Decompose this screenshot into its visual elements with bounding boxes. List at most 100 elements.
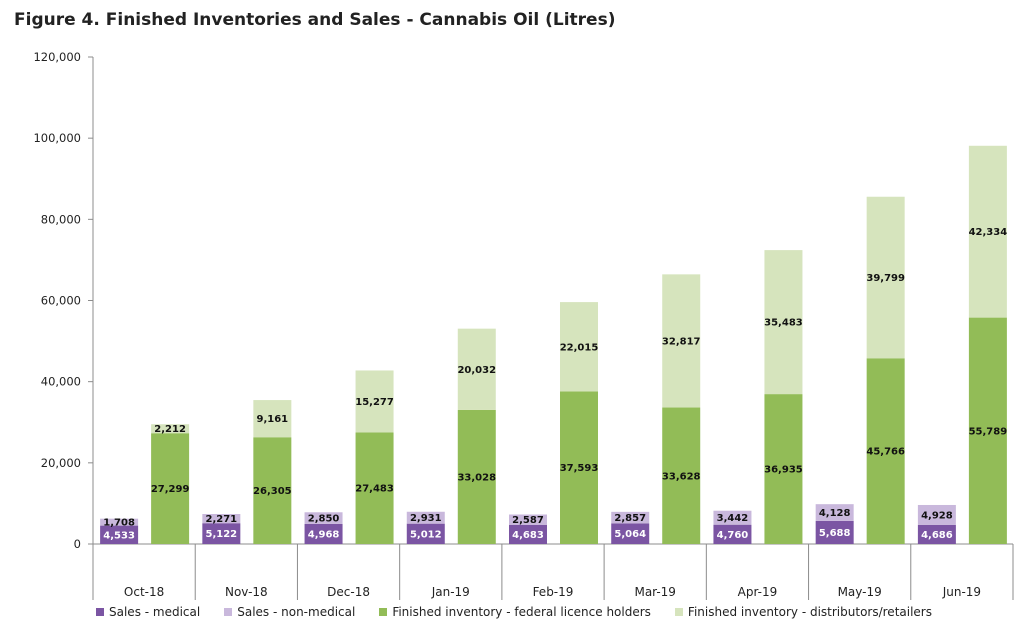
legend-swatch (674, 608, 683, 616)
bar-segment (100, 518, 139, 526)
data-label: 26,305 (253, 486, 292, 497)
data-label: 45,766 (866, 447, 905, 458)
y-tick-label: 100,000 (33, 131, 81, 145)
y-tick-label: 20,000 (41, 456, 81, 470)
x-tick-label: Nov-18 (225, 585, 268, 599)
data-label: 4,128 (819, 508, 851, 519)
bar-segment (457, 409, 496, 544)
legend-label: Finished inventory - federal licence hol… (392, 605, 651, 619)
bar-segment (355, 370, 394, 433)
data-label: 2,212 (154, 424, 186, 435)
bar-segment (457, 328, 496, 410)
legend-label: Sales - non-medical (237, 605, 356, 619)
bar-segment (968, 317, 1007, 544)
bar-segment (866, 358, 905, 544)
data-label: 2,857 (614, 513, 646, 524)
data-label: 2,587 (512, 515, 544, 526)
data-label: 3,442 (717, 513, 749, 524)
data-label: 4,760 (717, 530, 749, 541)
x-tick-label: Dec-18 (327, 585, 370, 599)
bar-segment (713, 524, 752, 544)
data-label: 22,015 (560, 342, 599, 353)
bar-segment (406, 523, 445, 544)
data-label: 4,928 (921, 510, 953, 521)
bar-segment (151, 424, 190, 434)
data-label: 15,277 (355, 397, 394, 408)
data-label: 35,483 (764, 318, 803, 329)
data-label: 5,012 (410, 529, 442, 540)
data-label: 33,628 (662, 471, 701, 482)
bar-segment (968, 145, 1007, 318)
x-tick-label: Apr-19 (738, 585, 778, 599)
bar-segment (764, 250, 803, 395)
bar-segment (406, 511, 445, 524)
data-label: 2,931 (410, 513, 442, 524)
legend-item: Finished inventory - distributors/retail… (674, 605, 932, 619)
legend-swatch (379, 608, 388, 616)
data-label: 39,799 (866, 273, 905, 284)
data-label: 32,817 (662, 336, 701, 347)
data-label: 36,935 (764, 465, 803, 476)
bar-segment (202, 523, 241, 544)
data-label: 2,271 (206, 514, 238, 525)
data-label: 4,686 (921, 530, 953, 541)
data-label: 37,593 (560, 463, 599, 474)
x-tick-label: Feb-19 (533, 585, 574, 599)
bar-segment (662, 407, 701, 544)
bar-segment (866, 196, 905, 359)
data-label: 20,032 (457, 365, 496, 376)
data-label: 4,533 (103, 530, 135, 541)
bar-segment (764, 394, 803, 544)
data-label: 27,299 (151, 484, 190, 495)
legend-item: Sales - non-medical (224, 605, 355, 619)
data-label: 4,683 (512, 530, 544, 541)
y-tick-label: 120,000 (33, 50, 81, 64)
legend-item: Finished inventory - federal licence hol… (379, 605, 651, 619)
bar-segment (355, 432, 394, 544)
bar-segment (304, 512, 343, 524)
legend-label: Finished inventory - distributors/retail… (687, 605, 932, 619)
y-tick-label: 60,000 (41, 294, 81, 308)
data-label: 9,161 (257, 414, 289, 425)
bar-segment (815, 520, 854, 544)
x-tick-label: Jun-19 (942, 585, 981, 599)
data-label: 5,122 (206, 529, 238, 540)
bar-segment (202, 513, 241, 524)
bar-segment (917, 504, 956, 525)
data-label: 33,028 (457, 472, 496, 483)
bar-segment (151, 433, 190, 544)
bar-segment (917, 524, 956, 544)
data-label: 27,483 (355, 484, 394, 495)
bar-segment (304, 523, 343, 544)
legend-item: Sales - medical (96, 605, 200, 619)
data-label: 2,850 (308, 514, 340, 525)
data-label: 5,064 (614, 529, 646, 540)
x-tick-label: Mar-19 (634, 585, 675, 599)
x-tick-label: Oct-18 (124, 585, 164, 599)
bar-segment (662, 274, 701, 408)
bar-segment (611, 523, 650, 544)
data-label: 5,688 (819, 528, 851, 539)
legend-label: Sales - medical (109, 605, 201, 619)
data-label: 4,968 (308, 529, 340, 540)
bar-segment (509, 514, 547, 525)
bar-segment (253, 400, 292, 438)
y-tick-label: 80,000 (41, 212, 81, 226)
bar-segment (560, 391, 598, 544)
chart-title: Figure 4. Finished Inventories and Sales… (14, 10, 616, 30)
bar-segment (509, 524, 547, 544)
bar-segment (100, 525, 139, 544)
bar-segment (611, 511, 650, 524)
legend-swatch (96, 608, 104, 616)
y-tick-label: 0 (74, 537, 81, 551)
legend-swatch (224, 608, 233, 616)
bar-segment (560, 302, 598, 392)
bar-segment (253, 437, 292, 544)
x-tick-label: May-19 (838, 585, 882, 599)
y-tick-label: 40,000 (41, 375, 81, 389)
bar-segment (815, 504, 854, 521)
data-label: 42,334 (969, 227, 1008, 238)
chart-legend: Sales - medical Sales - non-medical Finish… (96, 605, 956, 619)
bar-segment (713, 510, 752, 525)
